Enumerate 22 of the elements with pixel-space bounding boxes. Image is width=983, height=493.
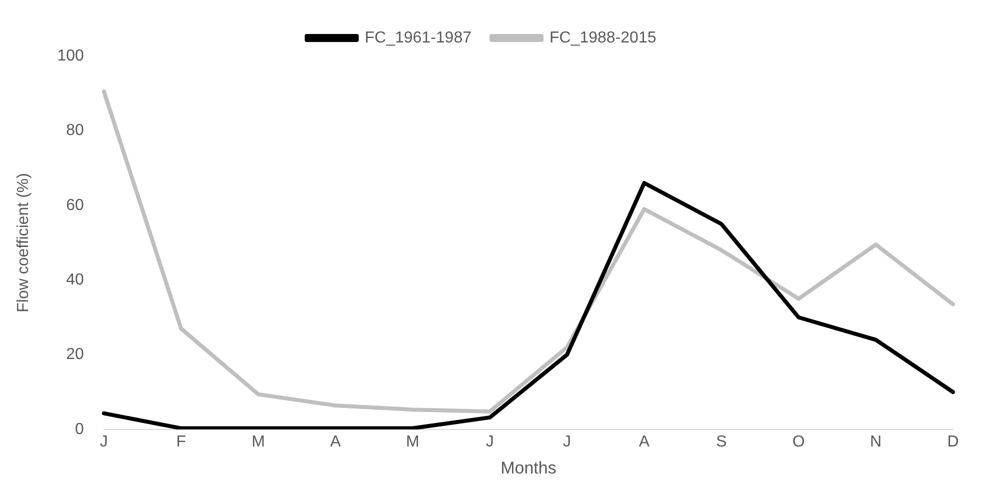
y-tick-label: 0	[74, 420, 84, 438]
legend-label: FC_1988-2015	[550, 29, 656, 46]
x-tick-label: J	[486, 433, 494, 450]
legend-label: FC_1961-1987	[364, 29, 472, 46]
x-tick-label: M	[406, 433, 420, 450]
x-tick-label: J	[100, 433, 108, 450]
y-tick-label: 100	[57, 47, 84, 64]
y-tick-label: 60	[66, 196, 84, 214]
y-tick-label: 80	[66, 122, 84, 140]
y-axis-title: Flow coefficient (%)	[15, 173, 32, 312]
y-tick-label: 40	[66, 271, 84, 288]
x-tick-label: J	[563, 433, 572, 450]
x-tick-label: F	[176, 433, 186, 450]
x-axis-title: Months	[500, 458, 556, 478]
x-tick-label: M	[252, 433, 265, 450]
x-tick-label: A	[330, 433, 342, 450]
x-tick-label: A	[638, 433, 650, 450]
y-tick-label: 20	[66, 346, 84, 364]
x-tick-label: S	[716, 433, 727, 450]
x-tick-label: O	[792, 433, 805, 450]
x-tick-label: N	[870, 433, 882, 450]
x-tick-label: D	[947, 433, 959, 450]
